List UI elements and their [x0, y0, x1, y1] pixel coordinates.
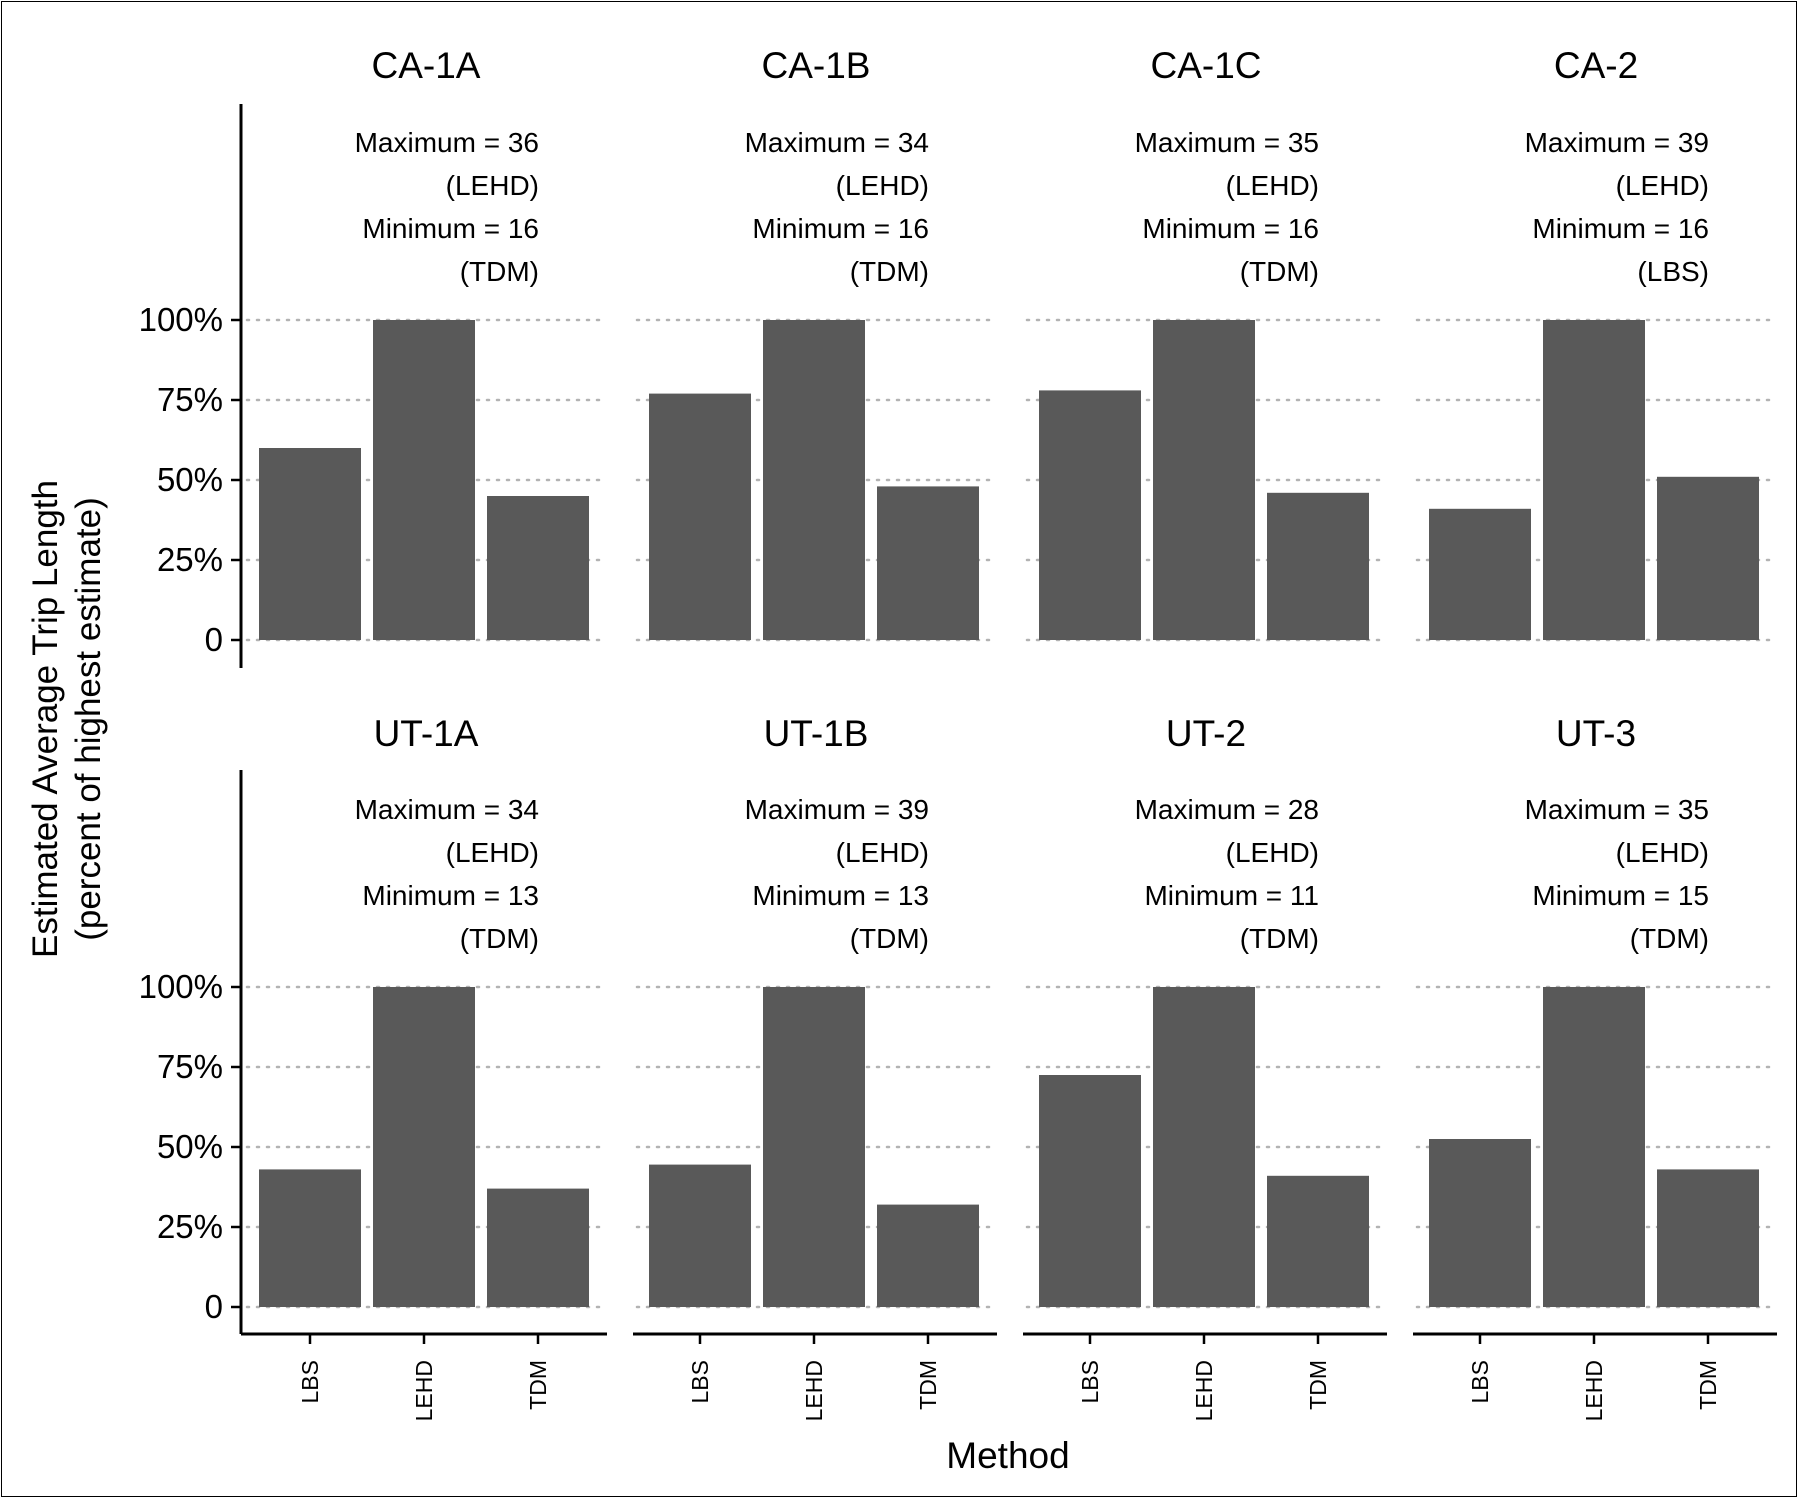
facet-annotation: (LEHD): [1616, 837, 1709, 868]
bar-tdm: [1657, 1169, 1759, 1307]
facet-annotation: Minimum = 16: [752, 213, 929, 244]
facet-title: CA-2: [1554, 45, 1638, 86]
facet-annotation: Minimum = 16: [1532, 213, 1709, 244]
facet-annotation: (LEHD): [1226, 837, 1319, 868]
facet-annotation: (TDM): [460, 923, 539, 954]
facet-annotation: Minimum = 11: [1144, 880, 1319, 911]
x-tick-label: LEHD: [1581, 1360, 1607, 1421]
facet-annotation: Minimum = 13: [752, 880, 929, 911]
bar-lehd: [1543, 320, 1645, 640]
x-tick-label: TDM: [915, 1360, 941, 1410]
facet-annotation: (LEHD): [1616, 170, 1709, 201]
bar-tdm: [1267, 1175, 1369, 1307]
x-tick-label: TDM: [1695, 1360, 1721, 1410]
facet-annotation: (LEHD): [446, 837, 539, 868]
facet-annotation: Minimum = 15: [1532, 880, 1709, 911]
x-tick-label: TDM: [525, 1360, 551, 1410]
facet-annotation: Maximum = 28: [1135, 794, 1319, 825]
facet-annotation: (TDM): [1240, 923, 1319, 954]
facet-annotation: Minimum = 13: [362, 880, 539, 911]
bar-tdm: [1267, 492, 1369, 640]
bar-lbs: [1039, 390, 1141, 640]
bar-lbs: [259, 448, 361, 640]
facet-annotation: Maximum = 34: [355, 794, 539, 825]
bar-lbs: [1429, 508, 1531, 640]
facet-annotation: Minimum = 16: [1142, 213, 1319, 244]
y-tick-label: 25%: [157, 541, 223, 578]
facet-annotation: Maximum = 39: [745, 794, 929, 825]
bar-lehd: [1153, 320, 1255, 640]
bar-lehd: [763, 987, 865, 1307]
facet-annotation: Maximum = 35: [1525, 794, 1709, 825]
y-tick-label: 0: [205, 1288, 223, 1325]
facet-annotation: Maximum = 35: [1135, 127, 1319, 158]
y-tick-label: 75%: [157, 381, 223, 418]
bar-lehd: [373, 987, 475, 1307]
y-tick-label: 50%: [157, 1128, 223, 1165]
facet-annotation: Minimum = 16: [362, 213, 539, 244]
y-tick-label: 25%: [157, 1208, 223, 1245]
facet-annotation: Maximum = 34: [745, 127, 929, 158]
facet-annotation: (TDM): [850, 923, 929, 954]
facet-annotation: (TDM): [1630, 923, 1709, 954]
facet-title: CA-1B: [762, 45, 871, 86]
x-tick-label: LBS: [687, 1360, 713, 1403]
facet-annotation: (LEHD): [446, 170, 539, 201]
bar-tdm: [487, 1188, 589, 1307]
y-axis-title-line-1: Estimated Average Trip Length: [26, 480, 65, 958]
facet-annotation: Maximum = 36: [355, 127, 539, 158]
y-tick-label: 0: [205, 621, 223, 658]
x-tick-label: LBS: [297, 1360, 323, 1403]
x-tick-label: LBS: [1077, 1360, 1103, 1403]
facet-title: UT-1A: [374, 713, 479, 754]
facet-annotation: (LEHD): [1226, 170, 1319, 201]
facet-annotation: Maximum = 39: [1525, 127, 1709, 158]
bar-lbs: [649, 1164, 751, 1307]
facet-annotation: (TDM): [850, 256, 929, 287]
x-tick-label: LEHD: [1191, 1360, 1217, 1421]
x-tick-label: LBS: [1467, 1360, 1493, 1403]
y-tick-label: 75%: [157, 1048, 223, 1085]
y-tick-label: 100%: [139, 968, 223, 1005]
bar-tdm: [487, 496, 589, 640]
y-tick-label: 50%: [157, 461, 223, 498]
facet-annotation: (LEHD): [836, 837, 929, 868]
bar-tdm: [877, 486, 979, 640]
x-axis-title: Method: [946, 1435, 1069, 1476]
facet-annotation: (LBS): [1637, 256, 1709, 287]
y-tick-label: 100%: [139, 301, 223, 338]
bar-tdm: [877, 1204, 979, 1307]
x-tick-label: LEHD: [801, 1360, 827, 1421]
facet-title: UT-2: [1166, 713, 1246, 754]
bar-lehd: [373, 320, 475, 640]
bar-lehd: [1153, 987, 1255, 1307]
bar-lbs: [1039, 1075, 1141, 1307]
bar-tdm: [1657, 476, 1759, 640]
facet-title: CA-1A: [372, 45, 481, 86]
bar-lehd: [1543, 987, 1645, 1307]
bar-lbs: [1429, 1139, 1531, 1307]
bar-lbs: [259, 1169, 361, 1307]
facet-annotation: (TDM): [1240, 256, 1319, 287]
facet-title: UT-3: [1556, 713, 1636, 754]
facet-annotation: (LEHD): [836, 170, 929, 201]
facet-annotation: (TDM): [460, 256, 539, 287]
y-axis-title-line-2: (percent of highest estimate): [69, 497, 108, 941]
bar-lehd: [763, 320, 865, 640]
facet-title: UT-1B: [764, 713, 869, 754]
bar-lbs: [649, 393, 751, 640]
facet-title: CA-1C: [1150, 45, 1261, 86]
x-tick-label: TDM: [1305, 1360, 1331, 1410]
x-tick-label: LEHD: [411, 1360, 437, 1421]
